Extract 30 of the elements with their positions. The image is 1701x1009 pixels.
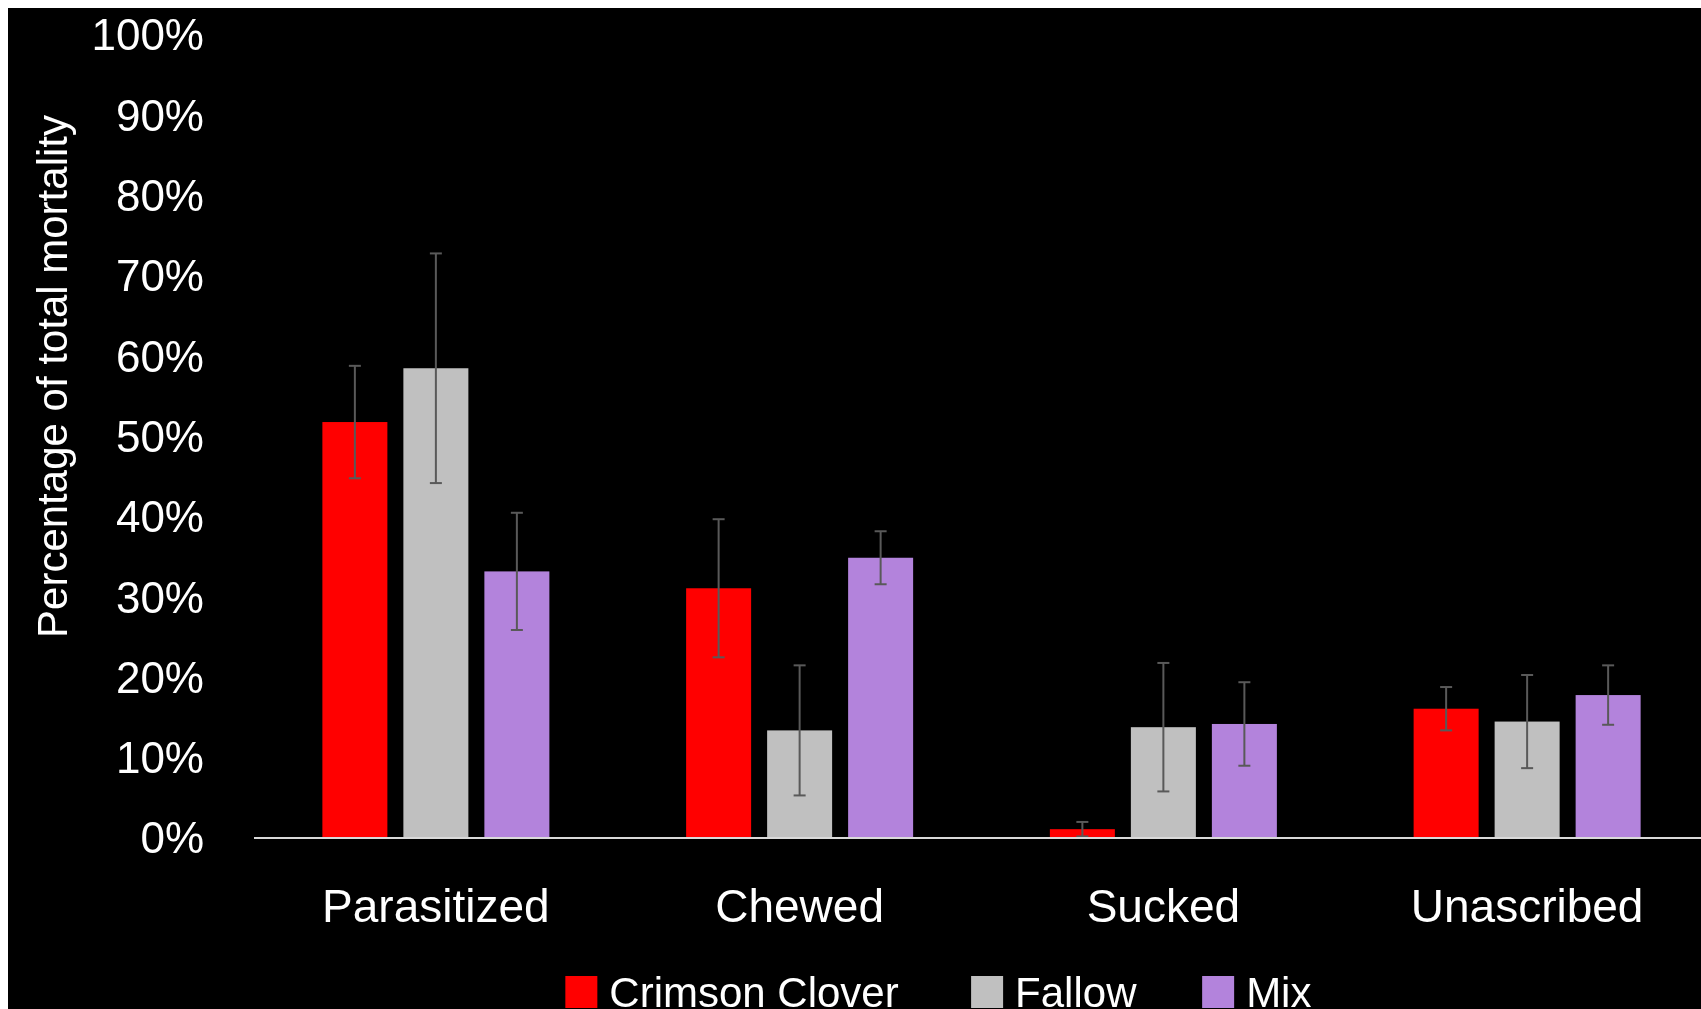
legend-label: Mix (1246, 968, 1312, 1009)
bar (767, 730, 833, 838)
y-tick-label: 100% (91, 10, 204, 60)
y-tick-label: 40% (115, 492, 204, 542)
legend-label: Crimson Clover (609, 968, 899, 1009)
y-tick-label: 20% (115, 652, 204, 702)
x-tick-label: Sucked (1086, 880, 1241, 933)
legend-label: Fallow (1015, 968, 1138, 1009)
x-tick-label: Parasitized (322, 880, 550, 933)
y-tick-label: 90% (115, 90, 204, 140)
bar (1494, 721, 1560, 838)
bar (484, 571, 550, 838)
x-tick-label: Unascribed (1410, 880, 1644, 933)
y-tick-label: 0% (140, 813, 204, 863)
bar (686, 588, 752, 838)
y-tick-label: 70% (115, 251, 204, 301)
bar (403, 368, 469, 838)
bar (1211, 723, 1277, 838)
y-tick-label: 10% (115, 733, 204, 783)
bar (848, 557, 914, 838)
x-tick-label: Chewed (715, 880, 885, 933)
y-tick-label: 80% (115, 171, 204, 220)
bar (322, 422, 388, 838)
y-tick-label: 60% (115, 331, 204, 381)
y-axis-title: Percentage of total mortality (28, 115, 76, 638)
y-tick-label: 50% (115, 411, 204, 461)
bar (1130, 727, 1196, 838)
bar (1413, 708, 1479, 838)
y-tick-label: 30% (115, 572, 204, 622)
bar (1575, 695, 1641, 838)
